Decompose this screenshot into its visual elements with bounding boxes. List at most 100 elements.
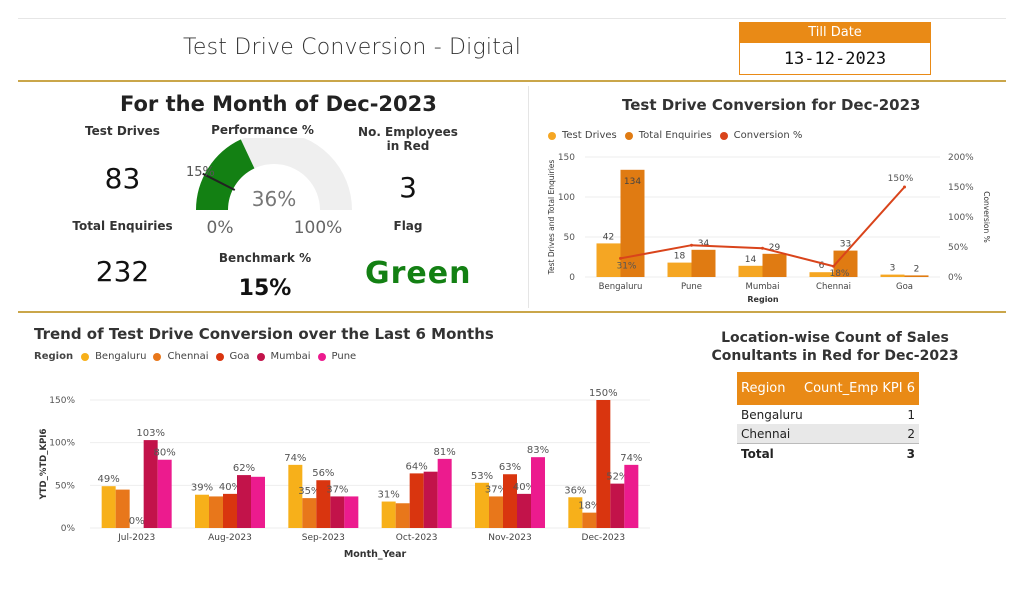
table-cell-count: 2 [907,426,915,441]
bar-label: 6 [819,261,825,271]
table-total-row: Total 3 [737,443,919,463]
benchmark-label: Benchmark % [218,251,312,265]
bar-goa [223,493,237,528]
bar-label: 39% [191,483,213,494]
bar-pune [531,457,545,528]
y2-tick-label: 200% [948,153,974,163]
gauge-min-text: 0% [207,218,234,238]
bar-test-drives [738,265,763,277]
legend-bengaluru: Bengaluru [95,351,147,362]
bar-total-enquiries [620,169,645,277]
y2-tick-label: 0% [948,273,963,283]
bar-goa [316,480,331,528]
conversion-point [761,246,764,250]
legend-dot-goa [215,352,224,361]
bar-total-enquiries [833,250,858,277]
bar-label: 150% [589,388,618,399]
employees-in-red-label: No. Employees in Red [358,125,458,153]
bar-label: 35% [298,486,320,497]
dec-chart-legend: Test Drives Total Enquiries Conversion % [548,130,802,141]
bar-pune [437,458,452,528]
table-row[interactable]: Bengaluru 1 [737,405,919,424]
table-header-region[interactable]: Region [741,381,786,396]
y2-axis-label: Conversion % [982,191,991,243]
x-tick-label: Oct-2023 [396,533,438,543]
conversion-label: 150% [888,174,914,184]
bar-label: 14 [745,255,757,265]
legend-test-drives: Test Drives [562,130,617,141]
table-header-count[interactable]: Count_Emp KPI 6 [804,381,915,396]
legend-pune: Pune [331,351,357,362]
conversion-point [832,264,835,268]
bar-total-enquiries [762,253,787,277]
till-date-card: Till Date 13-12-2023 [739,22,931,75]
legend-conversion: Conversion % [733,130,803,141]
bar-label: 0% [129,516,145,527]
total-enquiries-label: Total Enquiries [72,219,173,233]
bar-label: 74% [620,453,642,464]
test-drives-label: Test Drives [85,124,160,138]
x-axis-label: Month_Year [344,549,407,560]
table-cell-count: 1 [907,407,915,422]
flag-value: Green [365,256,472,291]
dec-conversion-chart-title: Test Drive Conversion for Dec-2023 [622,96,921,114]
bar-label: 2 [914,264,920,274]
y-tick-label: 100 [558,193,575,203]
till-date-label: Till Date [740,23,930,43]
benchmark-value: 15% [238,276,292,301]
bar-goa [596,400,611,528]
flag-label: Flag [393,219,423,233]
bar-mumbai [517,493,531,528]
x-tick-label: Mumbai [746,282,780,292]
bar-bengaluru [381,501,396,528]
legend-dot-chennai [153,352,162,361]
bar-label: 64% [406,461,428,472]
legend-goa: Goa [229,351,250,362]
y-tick-label: 50% [55,481,75,491]
bar-pune [251,476,265,528]
bar-label: 36% [564,485,586,496]
legend-dot-mumbai [256,352,265,361]
x-tick-label: Dec-2023 [582,533,626,543]
trend-chart-legend: Region Bengaluru Chennai Goa Mumbai Pune [34,351,356,362]
table-row[interactable]: Chennai 2 [737,424,919,443]
bar-goa [503,474,517,528]
legend-dot-conversion [719,131,728,140]
bar-label: 56% [312,468,334,479]
bar-label: 74% [284,453,306,464]
bar-label: 33 [840,240,851,250]
test-drives-value: 83 [104,162,141,195]
gauge-value-text: 36% [252,187,296,211]
gauge-benchmark-text: 15% [186,165,215,180]
conversion-label: 18% [829,269,849,279]
bar-label: 42 [603,232,614,242]
bar-bengaluru [101,486,116,528]
table-cell-region: Bengaluru [741,407,803,422]
bar-label: 49% [98,474,120,485]
employees-in-red-value: 3 [399,171,417,204]
month-heading: For the Month of Dec-2023 [120,92,437,116]
bar-label: 31% [378,490,400,501]
y-tick-label: 100% [49,439,75,449]
y-axis-label: YTD_%TD_KPI6 [39,429,49,501]
bar-chennai [115,489,130,528]
header-bar [18,18,1006,77]
bar-pune [624,464,639,528]
legend-total-enquiries: Total Enquiries [638,130,712,141]
bar-total-enquiries [691,249,716,277]
legend-chennai: Chennai [167,351,209,362]
bar-label: 63% [499,462,521,473]
x-tick-label: Bengaluru [599,282,643,292]
top-divider [18,80,1006,82]
gauge-max-text: 100% [294,218,343,238]
performance-label: Performance % [211,123,314,137]
y2-tick-label: 50% [948,243,968,253]
bar-bengaluru [475,482,489,528]
x-axis-label: Region [747,295,779,304]
bar-label: 40% [219,482,241,493]
page-title: Test Drive Conversion - Digital [183,35,522,60]
bar-pune [157,459,172,528]
conversion-point [903,185,906,189]
middle-divider [18,311,1006,313]
bar-total-enquiries [904,275,929,277]
